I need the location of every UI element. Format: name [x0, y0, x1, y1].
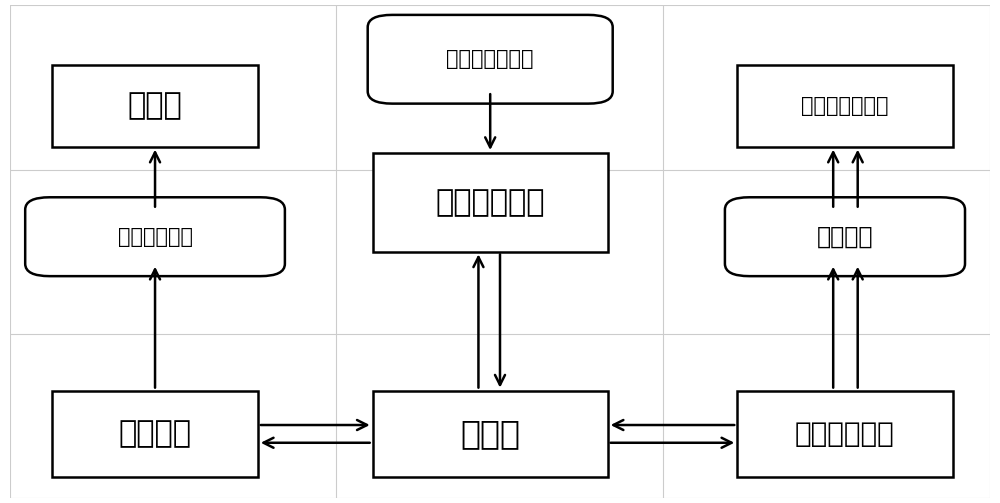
- Text: 数据采集模块: 数据采集模块: [435, 188, 545, 217]
- Text: 控制器: 控制器: [460, 417, 520, 450]
- FancyBboxPatch shape: [725, 197, 965, 276]
- Text: 永磁机构线圈: 永磁机构线圈: [118, 227, 193, 246]
- FancyBboxPatch shape: [25, 197, 285, 276]
- Text: 断路器: 断路器: [128, 92, 182, 121]
- Text: 输入输出模块: 输入输出模块: [795, 420, 895, 448]
- FancyBboxPatch shape: [737, 391, 953, 477]
- Text: 通讯接口: 通讯接口: [817, 225, 873, 248]
- Text: 终端、上级控制: 终端、上级控制: [801, 96, 889, 116]
- FancyBboxPatch shape: [373, 153, 608, 252]
- FancyBboxPatch shape: [737, 65, 953, 147]
- FancyBboxPatch shape: [52, 65, 258, 147]
- FancyBboxPatch shape: [52, 391, 258, 477]
- Text: 驱动模块: 驱动模块: [119, 420, 192, 448]
- FancyBboxPatch shape: [368, 15, 613, 104]
- FancyBboxPatch shape: [373, 391, 608, 477]
- Text: 电压电流互感器: 电压电流互感器: [446, 49, 534, 69]
